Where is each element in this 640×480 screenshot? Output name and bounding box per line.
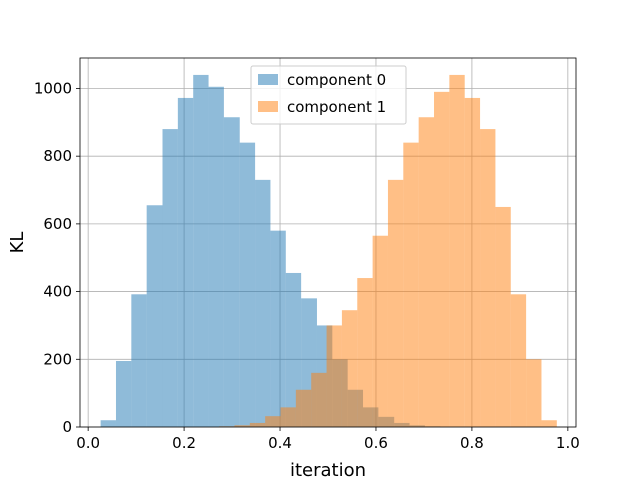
histogram-bar <box>418 117 435 428</box>
legend: component 0 component 1 <box>250 65 407 125</box>
histogram-bar <box>193 74 209 427</box>
histogram-bar <box>526 359 542 427</box>
histogram-bar <box>249 422 266 427</box>
y-tick-label: 800 <box>43 147 72 165</box>
histogram-bar <box>464 97 481 428</box>
histogram-bar <box>115 360 132 427</box>
histogram-bar <box>265 416 281 427</box>
histogram-bar <box>403 142 419 427</box>
x-tick-label: 0.0 <box>76 434 100 452</box>
histogram-bar <box>270 230 286 427</box>
histogram-bar <box>387 179 404 427</box>
x-tick-label: 0.4 <box>268 434 292 452</box>
histogram-bar <box>177 97 194 428</box>
axis-ticks: 0.0 0.2 0.4 0.6 0.8 1.0 0 200 400 600 800 1000 <box>34 79 580 452</box>
histogram-bar <box>280 407 296 427</box>
histogram-bar <box>510 294 527 427</box>
y-tick-label: 0 <box>62 418 72 436</box>
legend-box <box>250 65 407 125</box>
histogram-bar <box>449 74 465 427</box>
histogram-bar <box>234 425 250 427</box>
histogram-bar <box>495 206 511 427</box>
histogram-bar <box>341 310 358 427</box>
legend-swatch-component-1 <box>258 101 278 112</box>
y-tick-label: 400 <box>43 283 72 301</box>
histogram-bar <box>311 372 327 427</box>
histogram-bar <box>223 117 240 428</box>
x-tick-label: 0.2 <box>172 434 196 452</box>
histogram-bar <box>326 325 342 427</box>
histogram-bar <box>357 278 373 427</box>
histogram-bar <box>208 86 224 427</box>
histogram-bar <box>480 129 496 427</box>
histogram-bar <box>434 91 450 427</box>
legend-swatch-component-0 <box>258 74 278 85</box>
histogram-bar <box>146 205 163 427</box>
histogram-bar <box>372 235 388 427</box>
histogram-bar <box>541 420 557 427</box>
x-tick-label: 1.0 <box>556 434 580 452</box>
histogram-bar <box>239 142 256 427</box>
histogram-bar <box>295 389 312 427</box>
histogram-bar <box>255 179 271 427</box>
histogram-bars <box>100 74 557 428</box>
y-tick-label: 200 <box>43 350 72 368</box>
histogram-bar <box>285 272 302 427</box>
series-component-0 <box>100 74 441 428</box>
x-tick-label: 0.6 <box>364 434 388 452</box>
y-axis-label: KL <box>7 232 28 254</box>
histogram-bar <box>100 420 116 427</box>
y-tick-label: 1000 <box>34 79 72 97</box>
plot-frame <box>79 57 577 428</box>
y-tick-label: 600 <box>43 215 72 233</box>
legend-label-component-0: component 0 <box>287 71 386 89</box>
histogram-bar <box>162 129 178 427</box>
x-axis-label: iteration <box>290 460 366 480</box>
legend-label-component-1: component 1 <box>287 98 386 116</box>
x-tick-label: 0.8 <box>460 434 484 452</box>
histogram-bar <box>131 294 147 427</box>
series-component-1 <box>219 74 557 428</box>
